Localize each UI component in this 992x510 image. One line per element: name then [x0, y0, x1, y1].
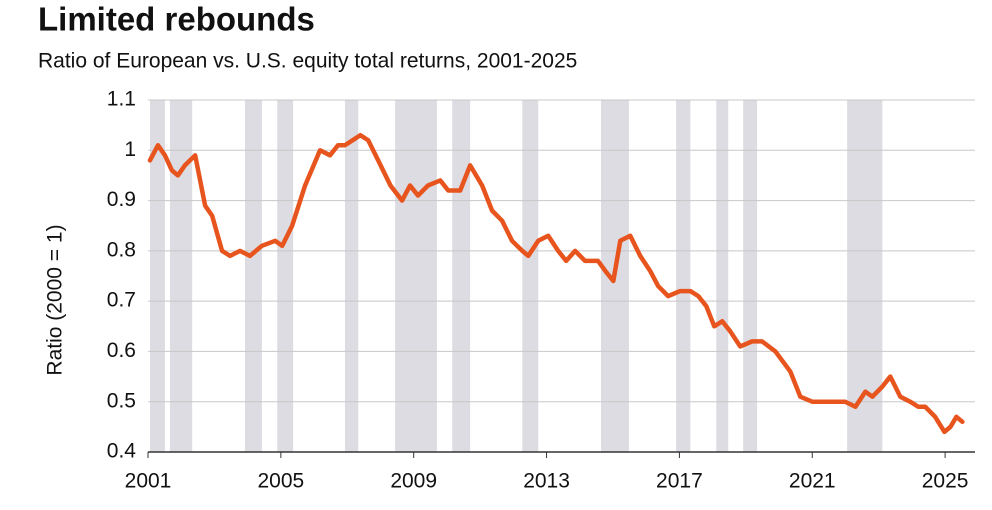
shaded-period — [344, 100, 359, 452]
shaded-period — [169, 100, 193, 452]
x-tick-label: 2009 — [390, 470, 437, 493]
shaded-period — [676, 100, 691, 452]
y-tick-label: 1.1 — [107, 88, 136, 111]
y-tick-label: 1 — [124, 138, 136, 161]
y-tick-label: 0.8 — [107, 238, 136, 261]
chart-subtitle: Ratio of European vs. U.S. equity total … — [38, 50, 577, 73]
y-axis-label: Ratio (2000 = 1) — [44, 224, 67, 375]
data-line — [147, 132, 965, 435]
shaded-period — [716, 100, 729, 452]
shaded-period — [743, 100, 758, 452]
y-tick-label: 0.4 — [107, 440, 137, 463]
x-tick-label: 2025 — [922, 470, 969, 493]
shaded-period — [395, 100, 437, 452]
x-tick-label: 2013 — [523, 470, 570, 493]
y-tick-label: 0.7 — [107, 289, 136, 312]
y-tick-label: 0.9 — [107, 188, 136, 211]
x-tick-label: 2005 — [257, 470, 304, 493]
shaded-period — [149, 100, 165, 452]
shaded-period — [522, 100, 539, 452]
y-tick-label: 0.6 — [107, 339, 136, 362]
x-tick-label: 2001 — [125, 470, 172, 493]
shaded-period — [277, 100, 294, 452]
y-tick-label: 0.5 — [107, 389, 136, 412]
shaded-period — [847, 100, 883, 452]
chart-title: Limited rebounds — [38, 1, 315, 38]
shaded-period — [452, 100, 471, 452]
shaded-period — [244, 100, 262, 452]
x-tick-label: 2021 — [789, 470, 836, 493]
x-tick-label: 2017 — [656, 470, 703, 493]
